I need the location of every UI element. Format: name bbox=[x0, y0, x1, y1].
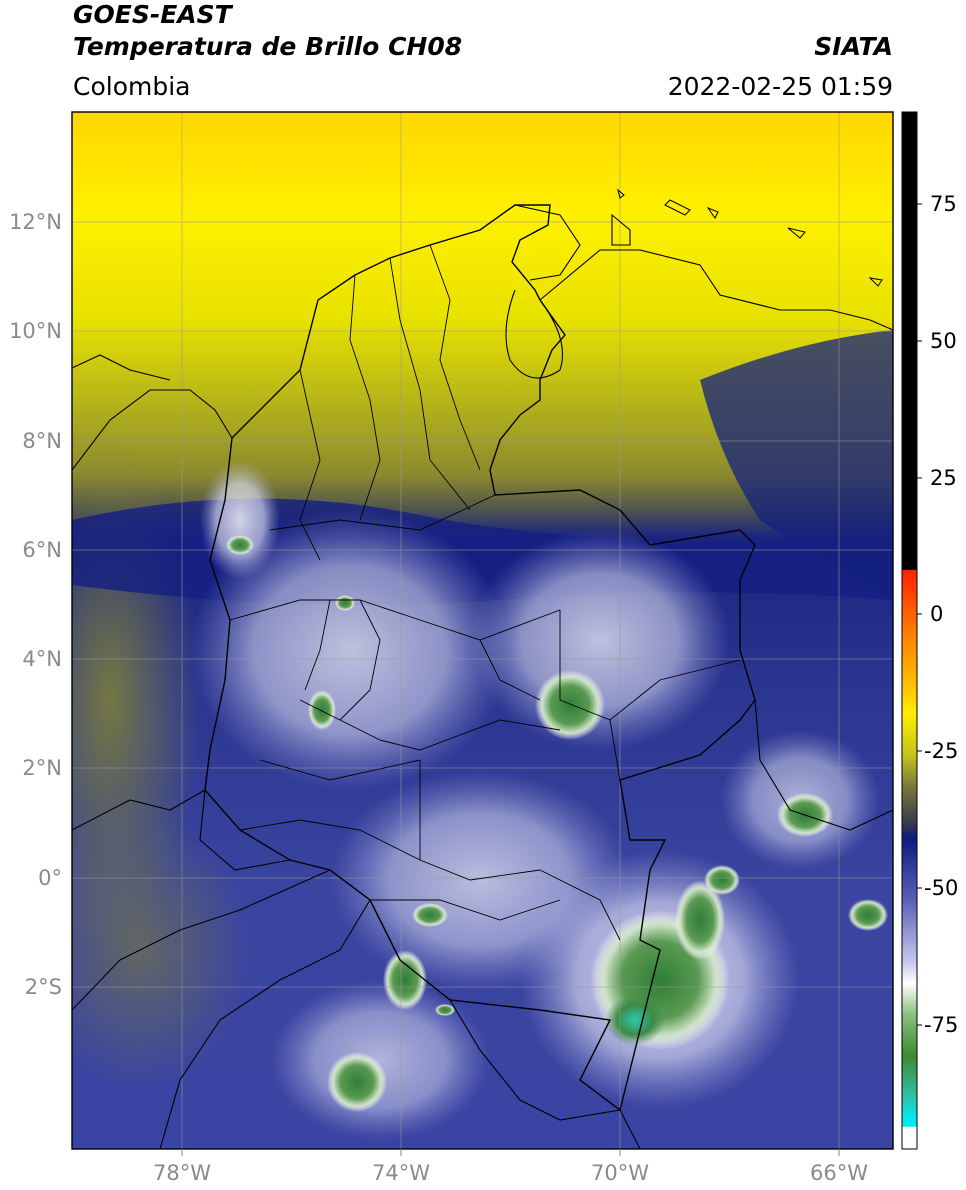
y-tick-label: 12°N bbox=[9, 210, 62, 234]
y-tick-label: 6°N bbox=[22, 538, 62, 562]
x-tick-label: 70°W bbox=[591, 1161, 649, 1185]
colorbar-tick-label: -50 bbox=[924, 876, 958, 900]
department-borders bbox=[229, 244, 741, 961]
map-frame bbox=[71, 111, 894, 1150]
cloud-region bbox=[470, 530, 730, 750]
convective-core bbox=[412, 903, 448, 927]
x-tick-label: 66°W bbox=[810, 1161, 868, 1185]
cloud-region bbox=[270, 980, 490, 1140]
colorbar-tick-label: -25 bbox=[924, 739, 958, 763]
convective-core bbox=[675, 880, 725, 960]
y-tick-label: 4°N bbox=[22, 647, 62, 671]
country-borders bbox=[72, 204, 893, 1149]
colorbar-tick-label: 75 bbox=[930, 192, 957, 216]
convective-core bbox=[335, 595, 355, 611]
colorbar: 75 50 25 0 -25 -50 -75 bbox=[901, 111, 958, 1150]
colorbar-gradient bbox=[901, 111, 918, 1150]
convective-core bbox=[383, 950, 427, 1010]
agency-label: SIATA bbox=[814, 32, 893, 61]
colorbar-tick-label: -75 bbox=[924, 1013, 958, 1037]
y-tick-label: 0° bbox=[38, 866, 62, 890]
pacific-warm-region-south bbox=[72, 810, 250, 1090]
cloud-region bbox=[200, 460, 280, 580]
y-tick-label: 8°N bbox=[22, 429, 62, 453]
x-tick-label: 78°W bbox=[153, 1161, 211, 1185]
convective-core bbox=[848, 899, 888, 931]
islands bbox=[617, 188, 883, 287]
x-axis: 78°W 74°W 70°W 66°W bbox=[153, 1149, 868, 1185]
convective-core bbox=[605, 995, 665, 1045]
datetime-label: 2022-02-25 01:59 bbox=[667, 72, 893, 101]
product-title: Temperatura de Brillo CH08 bbox=[73, 32, 463, 61]
east-cold-region bbox=[700, 330, 893, 600]
graticule bbox=[72, 112, 893, 1149]
y-tick-label: 2°N bbox=[22, 756, 62, 780]
convective-core bbox=[704, 865, 740, 895]
y-axis: 12°N 10°N 8°N 6°N 4°N 2°N 0° 2°S bbox=[9, 210, 62, 999]
colorbar-tick-label: 25 bbox=[930, 466, 957, 490]
satellite-title: GOES-EAST bbox=[73, 0, 232, 29]
cloud-region bbox=[190, 510, 510, 790]
colorbar-tick-label: 50 bbox=[930, 329, 957, 353]
convective-core bbox=[327, 1052, 387, 1112]
colorbar-tick-label: 0 bbox=[930, 602, 943, 626]
y-tick-label: 10°N bbox=[9, 319, 62, 343]
y-tick-label: 2°S bbox=[25, 975, 62, 999]
convective-core bbox=[535, 670, 605, 740]
convective-core bbox=[435, 1004, 455, 1016]
convective-core bbox=[308, 690, 336, 730]
convective-core bbox=[226, 535, 254, 555]
x-tick-label: 74°W bbox=[372, 1161, 430, 1185]
region-label: Colombia bbox=[73, 72, 191, 101]
